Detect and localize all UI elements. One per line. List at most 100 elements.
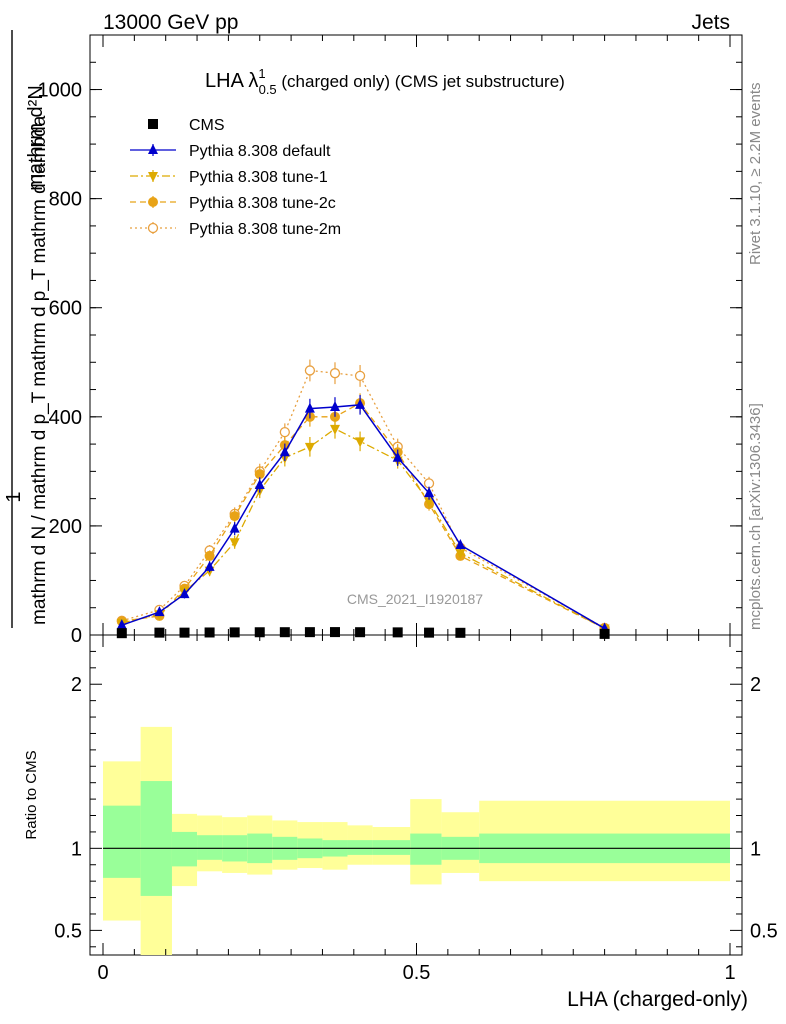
data-point bbox=[424, 627, 435, 638]
legend-entry: Pythia 8.308 default bbox=[130, 143, 331, 160]
x-tick-label: 0 bbox=[97, 962, 108, 984]
data-point bbox=[392, 451, 403, 462]
ratio-bands bbox=[103, 726, 730, 955]
legend-label: Pythia 8.308 tune-2m bbox=[189, 221, 341, 238]
data-point bbox=[329, 368, 341, 379]
title-sub: 0.5 bbox=[259, 82, 277, 97]
data-point bbox=[154, 606, 165, 617]
data-point bbox=[116, 619, 127, 630]
data-point bbox=[229, 538, 240, 549]
ylabel-one: 1 bbox=[3, 491, 25, 502]
data-point bbox=[229, 511, 240, 522]
rivet-label: Rivet 3.1.10, ≥ 2.2M events bbox=[747, 83, 764, 266]
data-point bbox=[148, 172, 158, 182]
ratio-ylabel: Ratio to CMS bbox=[23, 750, 40, 839]
legend-label: Pythia 8.308 tune-2c bbox=[189, 195, 336, 212]
data-point bbox=[147, 222, 159, 234]
data-point bbox=[254, 479, 265, 489]
x-tick-label: 0.5 bbox=[403, 962, 431, 984]
header-left: 13000 GeV pp bbox=[103, 11, 238, 34]
series-line bbox=[121, 402, 605, 630]
data-point bbox=[455, 549, 466, 560]
y-tick-label: 200 bbox=[49, 516, 82, 538]
data-point bbox=[304, 627, 315, 638]
data-point bbox=[229, 627, 240, 638]
data-point bbox=[204, 550, 215, 561]
title-rest: (charged only) (CMS jet substructure) bbox=[277, 72, 565, 91]
data-point bbox=[279, 426, 290, 438]
data-point bbox=[179, 588, 190, 599]
legend-entry: Pythia 8.308 tune-1 bbox=[130, 169, 328, 186]
data-point bbox=[355, 437, 366, 448]
y-tick-label: 400 bbox=[49, 407, 82, 429]
series-cms bbox=[116, 627, 610, 639]
data-point bbox=[254, 469, 265, 480]
mcplots-label: mcplots.cern.ch [arXiv:1306.3436] bbox=[747, 403, 764, 630]
data-point bbox=[148, 144, 158, 154]
data-point bbox=[424, 497, 435, 508]
x-tick-label: 1 bbox=[724, 962, 735, 984]
data-point bbox=[355, 398, 366, 409]
y-tick-label: 0 bbox=[71, 625, 82, 647]
ratio-green-band bbox=[197, 835, 223, 860]
data-point bbox=[354, 370, 366, 382]
ratio-plot-frame bbox=[89, 634, 743, 956]
ratio-y-tick-label: 0.5 bbox=[54, 920, 82, 942]
ratio-green-band bbox=[410, 833, 442, 865]
data-point bbox=[279, 627, 290, 638]
legend-label: Pythia 8.308 tune-1 bbox=[189, 169, 328, 186]
data-point bbox=[204, 560, 215, 571]
main-series bbox=[116, 359, 610, 639]
data-point bbox=[355, 627, 366, 638]
ratio-green-band bbox=[347, 840, 373, 855]
plot-title: LHA λ1 0.5 (charged only) (CMS jet substr… bbox=[205, 66, 565, 97]
ylabel-numerator: mathrm d²N bbox=[25, 85, 47, 191]
data-point bbox=[329, 627, 340, 638]
data-point bbox=[179, 627, 190, 638]
ratio-y-tick-label-right: 1 bbox=[750, 838, 761, 860]
data-point bbox=[148, 197, 158, 207]
legend-entry: CMS bbox=[148, 117, 225, 134]
ratio-y-tick-label: 2 bbox=[71, 674, 82, 696]
data-point bbox=[424, 487, 435, 498]
y-tick-label: 600 bbox=[49, 298, 82, 320]
ratio-green-band bbox=[372, 840, 411, 855]
legend-entry: Pythia 8.308 tune-2c bbox=[130, 195, 336, 212]
header-right: Jets bbox=[691, 11, 730, 34]
y-tick-label: 800 bbox=[49, 189, 82, 211]
ratio-green-band bbox=[171, 831, 198, 867]
data-point bbox=[423, 478, 435, 489]
main-ylabel: 1 mathrm d²N mathrm d N / mathrm d p_T m… bbox=[3, 30, 50, 628]
x-axis-label: LHA (charged-only) bbox=[567, 988, 748, 1011]
legend-label: CMS bbox=[189, 117, 225, 134]
ratio-axes: 0.5 0.5 1 1 2 2 0 0.5 1 bbox=[54, 635, 778, 984]
data-point bbox=[304, 402, 315, 413]
data-point bbox=[279, 446, 290, 457]
data-point bbox=[392, 627, 403, 638]
data-point bbox=[229, 522, 240, 533]
data-point bbox=[304, 365, 316, 376]
y-tick-label: 1000 bbox=[38, 80, 83, 102]
data-point bbox=[329, 424, 340, 435]
ratio-y-tick-label: 1 bbox=[71, 838, 82, 860]
ratio-green-band bbox=[140, 781, 172, 896]
legend-label: Pythia 8.308 default bbox=[189, 143, 331, 160]
data-point bbox=[204, 627, 215, 638]
data-point bbox=[148, 119, 158, 129]
ylabel-denominator: mathrm d N / mathrm d p_T mathrm d p_T m… bbox=[29, 115, 50, 625]
title-main: LHA λ bbox=[205, 70, 258, 92]
series-line bbox=[121, 369, 605, 629]
data-point bbox=[329, 401, 340, 411]
data-point bbox=[304, 442, 315, 453]
data-point bbox=[116, 628, 127, 639]
legend: CMS Pythia 8.308 default Pythia 8.308 tune… bbox=[130, 117, 341, 238]
main-plot-frame bbox=[89, 34, 743, 636]
ratio-green-band bbox=[103, 805, 141, 878]
data-point bbox=[455, 539, 466, 549]
main-axes: 0 200 400 600 800 1000 bbox=[38, 34, 742, 647]
data-point bbox=[455, 627, 466, 638]
data-point bbox=[154, 627, 165, 638]
legend-entry: Pythia 8.308 tune-2m bbox=[130, 221, 341, 238]
ratio-y-tick-label-right: 2 bbox=[750, 674, 761, 696]
